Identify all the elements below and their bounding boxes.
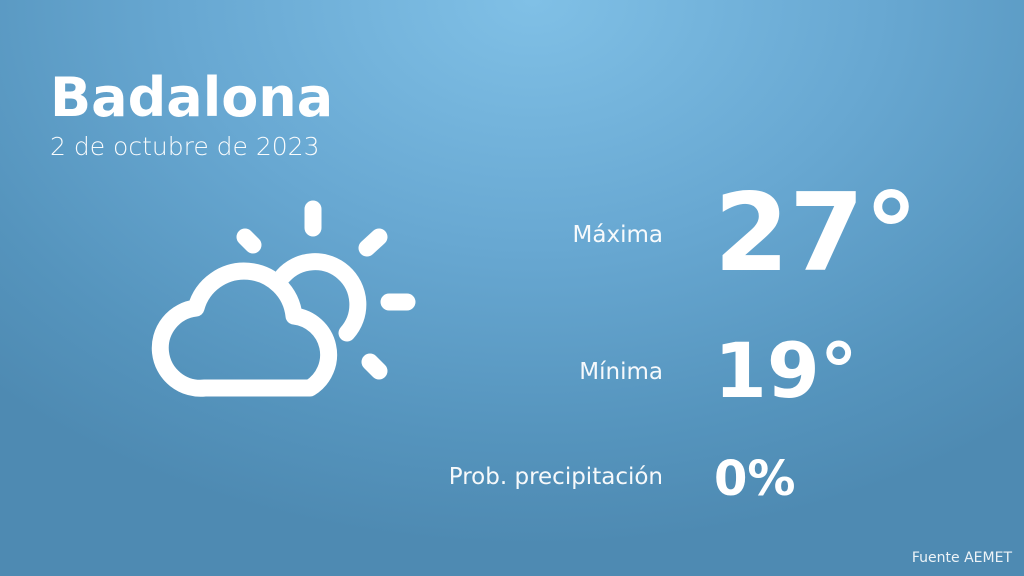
source-credit: Fuente AEMET: [911, 550, 1012, 566]
precip-value: 0%: [714, 451, 796, 507]
sun-ray: [358, 228, 388, 257]
max-label: Máxima: [572, 222, 663, 248]
min-value: 19°: [714, 326, 858, 415]
cloud-outline: [151, 262, 338, 397]
min-label: Mínima: [579, 359, 663, 385]
date-subtitle: 2 de octubre de 2023: [50, 132, 320, 161]
city-title: Badalona: [50, 66, 334, 129]
sun-arc: [274, 253, 367, 342]
sun-ray: [361, 353, 388, 380]
max-value: 27°: [714, 171, 919, 296]
sun-ray: [236, 228, 262, 254]
precip-label: Prob. precipitación: [448, 464, 663, 490]
